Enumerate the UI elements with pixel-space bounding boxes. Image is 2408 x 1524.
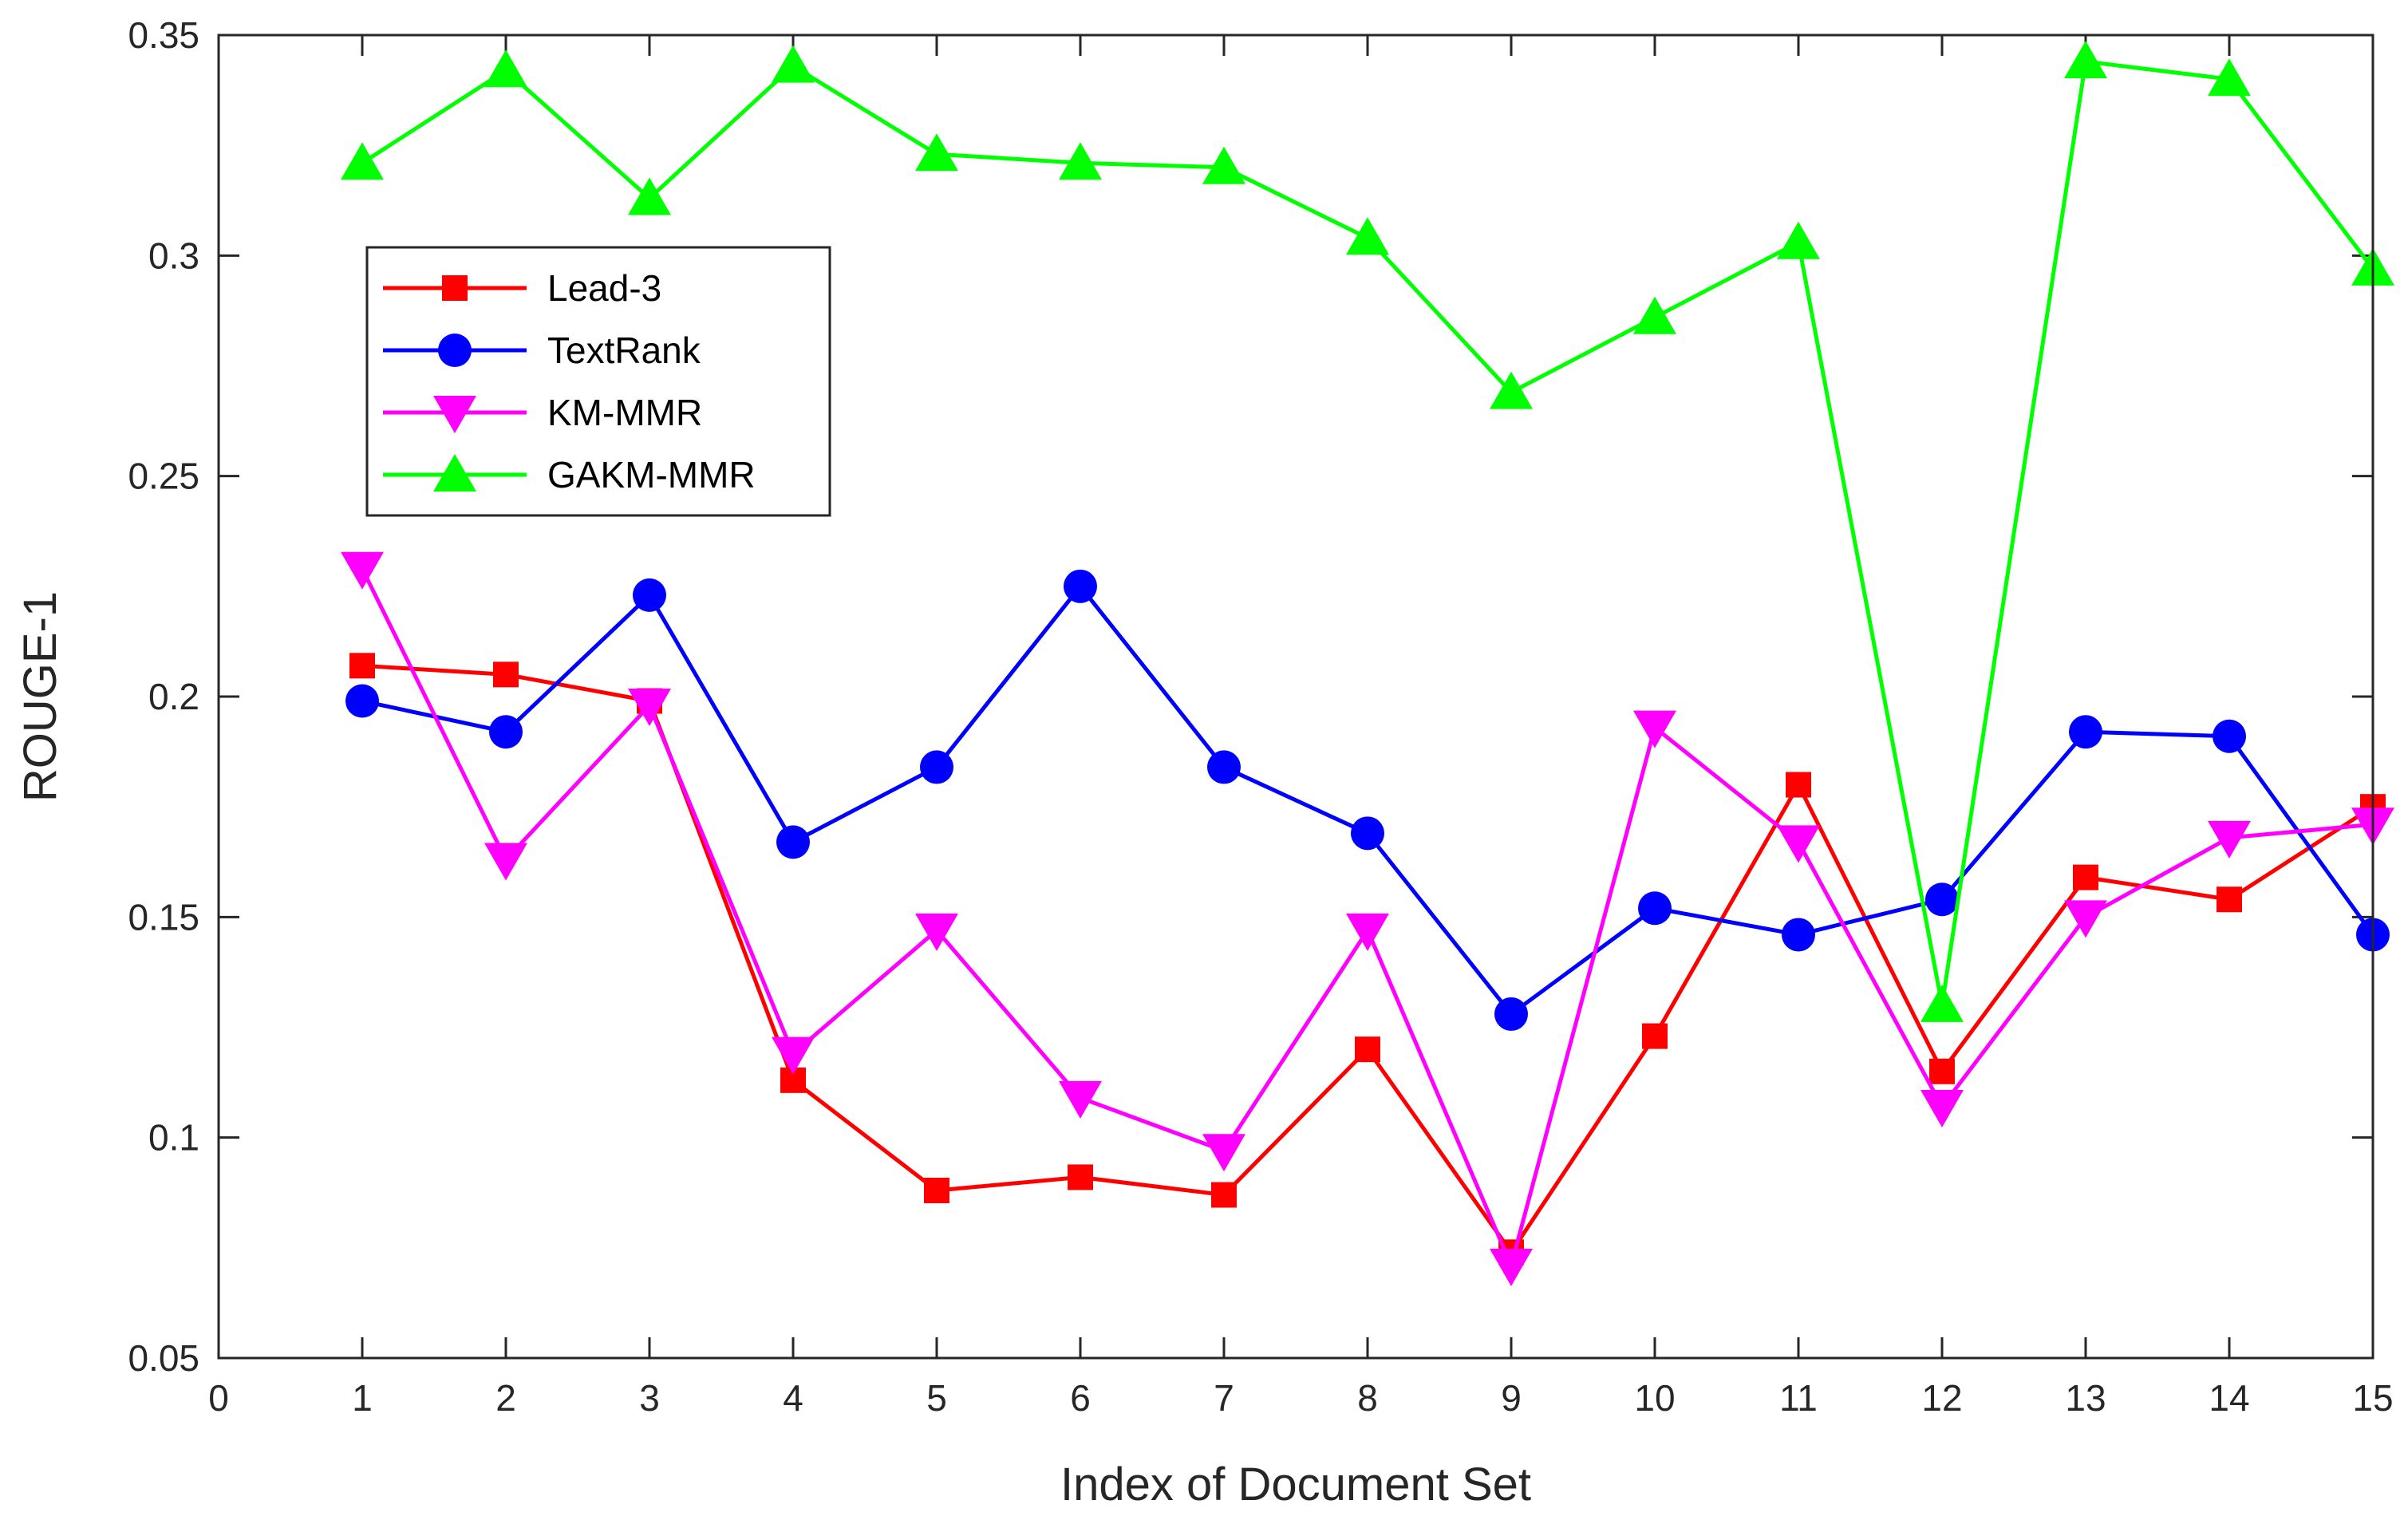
data-point-textrank bbox=[920, 750, 953, 784]
x-tick-label: 15 bbox=[2352, 1377, 2393, 1419]
legend-item-lead-3: Lead-3 bbox=[383, 267, 661, 309]
legend-item-gakm-mmr: GAKM-MMR bbox=[383, 454, 756, 495]
x-tick-label: 0 bbox=[208, 1377, 229, 1419]
x-tick-label: 11 bbox=[1779, 1377, 1818, 1419]
data-point-gakm-mmr bbox=[1490, 371, 1533, 409]
data-point-gakm-mmr bbox=[1633, 296, 1676, 334]
data-point-textrank bbox=[1925, 882, 1959, 917]
tick-labels-layer: 0 1 2 3 4 5 6 7 8 9 10 11 12 13 14 150.050.10.150.20.25… bbox=[128, 14, 2393, 1419]
x-tick-label: 12 bbox=[1921, 1377, 1962, 1419]
data-point-km-mmr bbox=[341, 551, 384, 590]
x-tick-label: 4 bbox=[783, 1377, 803, 1419]
legend: Lead-3 TextRank KM-MMR GAKM-MMR bbox=[365, 246, 831, 517]
data-point-lead-3 bbox=[1068, 1164, 1093, 1190]
data-point-gakm-mmr bbox=[1202, 146, 1245, 184]
data-point-lead-3 bbox=[1642, 1023, 1668, 1049]
x-tick-label: 3 bbox=[639, 1377, 660, 1419]
data-point-lead-3 bbox=[1786, 772, 1811, 798]
y-tick-label: 0.2 bbox=[148, 676, 199, 717]
data-point-km-mmr bbox=[1346, 913, 1389, 951]
series-km-mmr bbox=[341, 551, 2394, 1286]
data-point-gakm-mmr bbox=[772, 45, 815, 83]
legend-item-textrank: TextRank bbox=[383, 330, 701, 371]
data-point-km-mmr bbox=[1490, 1248, 1533, 1286]
plot-frame bbox=[217, 34, 2374, 1360]
data-point-textrank bbox=[1494, 997, 1528, 1031]
data-point-textrank bbox=[489, 715, 523, 749]
x-tick-label: 2 bbox=[495, 1377, 516, 1419]
data-point-km-mmr bbox=[1633, 710, 1676, 748]
data-point-km-mmr bbox=[484, 843, 527, 881]
data-point-textrank bbox=[2069, 715, 2102, 749]
legend-marker-gakm-mmr bbox=[433, 454, 476, 492]
legend-label-gakm-mmr: GAKM-MMR bbox=[547, 454, 756, 495]
x-tick-label: 1 bbox=[352, 1377, 373, 1419]
x-tick-label: 6 bbox=[1070, 1377, 1091, 1419]
x-tick-label: 8 bbox=[1357, 1377, 1378, 1419]
data-point-km-mmr bbox=[915, 913, 958, 951]
data-point-textrank bbox=[1351, 816, 1384, 851]
data-point-km-mmr bbox=[628, 689, 671, 727]
data-point-gakm-mmr bbox=[1920, 984, 1964, 1022]
legend-item-km-mmr: KM-MMR bbox=[383, 392, 702, 433]
data-point-km-mmr bbox=[1059, 1080, 1102, 1119]
data-point-gakm-mmr bbox=[628, 177, 671, 215]
data-point-textrank bbox=[776, 825, 810, 859]
x-tick-label: 10 bbox=[1634, 1377, 1675, 1419]
legend-marker-lead-3 bbox=[442, 275, 468, 301]
x-tick-label: 14 bbox=[2209, 1377, 2249, 1419]
x-axis-title: Index of Document Set bbox=[1060, 1459, 1531, 1510]
data-point-lead-3 bbox=[1929, 1058, 1955, 1084]
data-point-gakm-mmr bbox=[915, 133, 958, 172]
data-point-km-mmr bbox=[1920, 1089, 1964, 1127]
legend-label-km-mmr: KM-MMR bbox=[547, 392, 702, 433]
legend-label-lead-3: Lead-3 bbox=[547, 267, 661, 309]
data-point-km-mmr bbox=[2208, 820, 2251, 859]
y-tick-label: 0.15 bbox=[128, 896, 199, 938]
x-tick-label: 5 bbox=[926, 1377, 947, 1419]
data-point-lead-3 bbox=[924, 1177, 949, 1203]
legend-label-textrank: TextRank bbox=[547, 330, 701, 371]
y-tick-label: 0.3 bbox=[148, 235, 199, 276]
legend-marker-km-mmr bbox=[433, 396, 476, 433]
data-point-km-mmr bbox=[2064, 900, 2107, 938]
data-point-lead-3 bbox=[2217, 886, 2242, 913]
data-point-textrank bbox=[1064, 569, 1097, 603]
data-point-gakm-mmr bbox=[2208, 58, 2251, 97]
y-tick-label: 0.35 bbox=[128, 14, 199, 56]
data-point-km-mmr bbox=[1777, 825, 1820, 863]
data-point-gakm-mmr bbox=[2064, 41, 2107, 79]
series-layer bbox=[341, 41, 2394, 1286]
legend-marker-textrank bbox=[438, 334, 472, 367]
data-point-lead-3 bbox=[2073, 864, 2098, 890]
data-point-textrank bbox=[1638, 891, 1672, 926]
y-tick-label: 0.25 bbox=[128, 456, 199, 497]
data-point-gakm-mmr bbox=[341, 142, 384, 180]
data-point-textrank bbox=[2213, 719, 2246, 753]
data-point-textrank bbox=[633, 578, 666, 612]
data-point-textrank bbox=[1782, 918, 1815, 952]
data-point-gakm-mmr bbox=[1777, 221, 1820, 259]
data-point-lead-3 bbox=[493, 661, 519, 688]
series-gakm-mmr bbox=[341, 41, 2394, 1022]
data-point-textrank bbox=[345, 684, 379, 718]
data-point-gakm-mmr bbox=[484, 49, 527, 88]
data-point-km-mmr bbox=[772, 1036, 815, 1075]
data-point-textrank bbox=[1207, 750, 1241, 784]
data-point-lead-3 bbox=[349, 653, 375, 679]
y-tick-label: 0.1 bbox=[148, 1117, 199, 1159]
series-textrank bbox=[345, 569, 2390, 1031]
x-tick-label: 9 bbox=[1501, 1377, 1522, 1419]
data-point-km-mmr bbox=[1202, 1134, 1245, 1172]
y-tick-label: 0.05 bbox=[128, 1337, 199, 1379]
data-point-gakm-mmr bbox=[1346, 217, 1389, 255]
x-tick-label: 13 bbox=[2065, 1377, 2106, 1419]
data-point-lead-3 bbox=[1211, 1182, 1237, 1208]
y-axis-title: ROUGE-1 bbox=[14, 591, 66, 802]
data-point-lead-3 bbox=[1355, 1036, 1380, 1063]
data-point-gakm-mmr bbox=[1059, 142, 1102, 180]
x-tick-label: 7 bbox=[1214, 1377, 1234, 1419]
